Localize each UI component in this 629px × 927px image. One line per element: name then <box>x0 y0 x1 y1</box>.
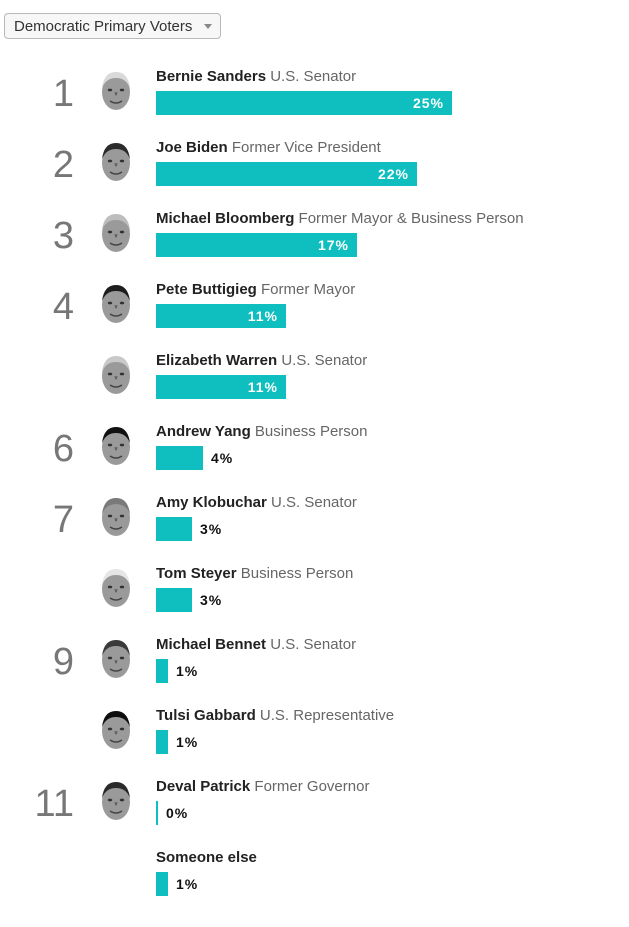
candidate-name: Bernie Sanders <box>156 68 267 85</box>
result-bar <box>156 446 203 470</box>
candidate-row: 1 Bernie Sanders U.S. Senator 25% <box>0 68 629 139</box>
candidate-role: Former Vice President <box>231 139 381 156</box>
candidate-label: Michael Bennet U.S. Senator <box>156 636 356 654</box>
candidate-photo <box>98 139 134 185</box>
candidate-label: Tom Steyer Business Person <box>156 565 353 583</box>
rank-number: 6 <box>52 428 74 470</box>
candidate-photo <box>98 352 134 398</box>
candidate-photo <box>98 636 134 682</box>
rank-number: 11 <box>34 783 74 825</box>
result-bar <box>156 375 286 399</box>
result-bar <box>156 872 168 896</box>
candidate-row: 9 Michael Bennet U.S. Senator 1% <box>0 636 629 707</box>
candidate-label: Pete Buttigieg Former Mayor <box>156 281 355 299</box>
rank-number: 7 <box>52 499 74 541</box>
candidate-role: Business Person <box>254 423 368 440</box>
result-bar <box>156 162 417 186</box>
percent-label: 1% <box>176 876 199 892</box>
candidate-role: Former Mayor <box>261 281 356 298</box>
candidate-row: Someone else 1% <box>0 849 629 920</box>
candidate-row: 11 Deval Patrick Former Governor 0% <box>0 778 629 849</box>
candidate-name: Joe Biden <box>156 139 228 156</box>
candidate-label: Someone else <box>156 849 257 867</box>
percent-label: 25% <box>412 95 444 111</box>
candidate-name: Michael Bloomberg <box>156 210 295 227</box>
rank-number: 4 <box>52 286 74 328</box>
percent-label: 11% <box>247 379 278 395</box>
candidate-label: Tulsi Gabbard U.S. Representative <box>156 707 394 725</box>
voter-group-dropdown[interactable]: Democratic Primary Voters <box>4 13 222 39</box>
candidate-row: 2 Joe Biden Former Vice President 22% <box>0 139 629 210</box>
result-bar <box>156 659 168 683</box>
candidate-row: 3 Michael Bloomberg Former Mayor & Busine… <box>0 210 629 281</box>
candidate-role: Business Person <box>240 565 354 582</box>
rank-number: 2 <box>52 144 74 186</box>
candidate-role: U.S. Senator <box>281 352 368 369</box>
percent-label: 0% <box>166 805 189 821</box>
result-bar <box>156 91 452 115</box>
percent-label: 3% <box>200 521 223 537</box>
candidate-row: Tulsi Gabbard U.S. Representative 1% <box>0 707 629 778</box>
rank-number: 9 <box>52 641 74 683</box>
candidate-label: Michael Bloomberg Former Mayor & Busines… <box>156 210 524 228</box>
rank-number: 1 <box>52 73 74 115</box>
candidate-photo <box>98 494 134 540</box>
percent-label: 3% <box>200 592 223 608</box>
candidate-label: Elizabeth Warren U.S. Senator <box>156 352 367 370</box>
candidate-row: Elizabeth Warren U.S. Senator 11% <box>0 352 629 423</box>
candidate-photo <box>98 281 134 327</box>
candidate-name: Tom Steyer <box>156 565 237 582</box>
dropdown-selected-value: Democratic Primary Voters <box>14 18 193 35</box>
candidate-label: Joe Biden Former Vice President <box>156 139 381 157</box>
candidate-photo <box>98 565 134 611</box>
candidate-row: 4 Pete Buttigieg Former Mayor 11% <box>0 281 629 352</box>
candidate-name: Michael Bennet <box>156 636 267 653</box>
candidate-row: Tom Steyer Business Person 3% <box>0 565 629 636</box>
candidate-name: Tulsi Gabbard <box>156 707 256 724</box>
result-bar <box>156 304 286 328</box>
candidate-label: Deval Patrick Former Governor <box>156 778 369 796</box>
candidate-photo <box>98 210 134 256</box>
candidate-label: Amy Klobuchar U.S. Senator <box>156 494 357 512</box>
candidate-role: Former Governor <box>254 778 370 795</box>
percent-label: 1% <box>176 663 199 679</box>
candidate-photo <box>98 778 134 824</box>
percent-label: 22% <box>377 166 409 182</box>
chevron-down-icon <box>204 24 213 29</box>
candidate-role: U.S. Senator <box>270 636 357 653</box>
candidate-role: U.S. Representative <box>259 707 395 724</box>
result-bar <box>156 801 158 825</box>
candidate-photo <box>98 68 134 114</box>
candidate-photo <box>98 423 134 469</box>
candidate-role: U.S. Senator <box>271 494 357 511</box>
candidate-label: Andrew Yang Business Person <box>156 423 367 441</box>
candidate-name: Someone else <box>156 849 257 866</box>
candidate-role: U.S. Senator <box>270 68 357 85</box>
percent-label: 1% <box>176 734 199 750</box>
candidate-label: Bernie Sanders U.S. Senator <box>156 68 356 86</box>
percent-label: 11% <box>247 308 278 324</box>
candidate-name: Pete Buttigieg <box>156 281 257 298</box>
result-bar <box>156 233 357 257</box>
result-bar <box>156 517 192 541</box>
candidate-photo <box>98 707 134 753</box>
candidate-row: 6 Andrew Yang Business Person 4% <box>0 423 629 494</box>
candidate-name: Elizabeth Warren <box>156 352 278 369</box>
candidate-name: Andrew Yang <box>156 423 251 440</box>
percent-label: 17% <box>317 237 349 253</box>
candidate-name: Deval Patrick <box>156 778 251 795</box>
percent-label: 4% <box>211 450 234 466</box>
result-bar <box>156 588 192 612</box>
candidate-row: 7 Amy Klobuchar U.S. Senator 3% <box>0 494 629 565</box>
rank-number: 3 <box>52 215 74 257</box>
candidate-role: Former Mayor & Business Person <box>298 210 524 227</box>
candidate-name: Amy Klobuchar <box>156 494 267 511</box>
result-bar <box>156 730 168 754</box>
